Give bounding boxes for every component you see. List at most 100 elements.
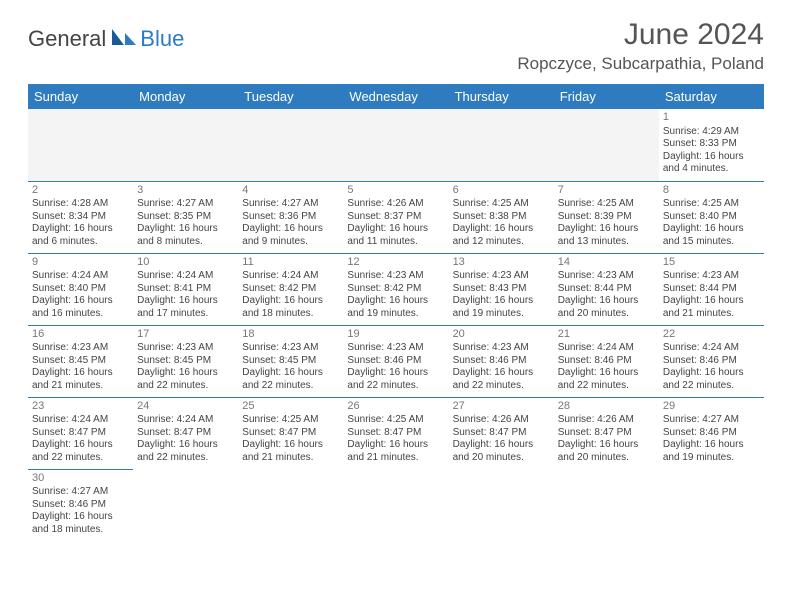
- daylight-text: and 20 minutes.: [558, 308, 655, 321]
- daylight-text: Daylight: 16 hours: [347, 295, 444, 308]
- sunrise-text: Sunrise: 4:28 AM: [32, 198, 129, 211]
- day-number: 27: [453, 400, 550, 414]
- sunrise-text: Sunrise: 4:24 AM: [663, 342, 760, 355]
- day-number: 17: [137, 328, 234, 342]
- calendar-day: 4Sunrise: 4:27 AMSunset: 8:36 PMDaylight…: [238, 181, 343, 253]
- daylight-text: Daylight: 16 hours: [242, 367, 339, 380]
- day-number: 13: [453, 256, 550, 270]
- calendar-week: 16Sunrise: 4:23 AMSunset: 8:45 PMDayligh…: [28, 325, 764, 397]
- daylight-text: and 21 minutes.: [663, 308, 760, 321]
- sunrise-text: Sunrise: 4:27 AM: [242, 198, 339, 211]
- daylight-text: and 6 minutes.: [32, 236, 129, 249]
- sunrise-text: Sunrise: 4:26 AM: [453, 414, 550, 427]
- daylight-text: and 18 minutes.: [242, 308, 339, 321]
- sunrise-text: Sunrise: 4:23 AM: [453, 270, 550, 283]
- calendar-week: 1Sunrise: 4:29 AMSunset: 8:33 PMDaylight…: [28, 109, 764, 181]
- sunrise-text: Sunrise: 4:25 AM: [663, 198, 760, 211]
- calendar-empty: [343, 109, 448, 181]
- calendar-day: 14Sunrise: 4:23 AMSunset: 8:44 PMDayligh…: [554, 253, 659, 325]
- calendar-week: 23Sunrise: 4:24 AMSunset: 8:47 PMDayligh…: [28, 397, 764, 469]
- calendar-empty: [28, 109, 133, 181]
- calendar-day: 13Sunrise: 4:23 AMSunset: 8:43 PMDayligh…: [449, 253, 554, 325]
- sunrise-text: Sunrise: 4:23 AM: [663, 270, 760, 283]
- day-number: 21: [558, 328, 655, 342]
- sunrise-text: Sunrise: 4:23 AM: [137, 342, 234, 355]
- daylight-text: Daylight: 16 hours: [453, 367, 550, 380]
- calendar-day: 15Sunrise: 4:23 AMSunset: 8:44 PMDayligh…: [659, 253, 764, 325]
- daylight-text: and 22 minutes.: [137, 452, 234, 465]
- sunset-text: Sunset: 8:39 PM: [558, 211, 655, 224]
- daylight-text: Daylight: 16 hours: [558, 367, 655, 380]
- sunset-text: Sunset: 8:33 PM: [663, 138, 760, 151]
- calendar-day: 23Sunrise: 4:24 AMSunset: 8:47 PMDayligh…: [28, 397, 133, 469]
- calendar-day: 7Sunrise: 4:25 AMSunset: 8:39 PMDaylight…: [554, 181, 659, 253]
- sunset-text: Sunset: 8:47 PM: [347, 427, 444, 440]
- daylight-text: and 22 minutes.: [663, 380, 760, 393]
- daylight-text: Daylight: 16 hours: [242, 439, 339, 452]
- daylight-text: Daylight: 16 hours: [558, 439, 655, 452]
- daylight-text: and 16 minutes.: [32, 308, 129, 321]
- daylight-text: Daylight: 16 hours: [137, 439, 234, 452]
- calendar-empty: [659, 469, 764, 541]
- daylight-text: Daylight: 16 hours: [242, 223, 339, 236]
- calendar-day: 12Sunrise: 4:23 AMSunset: 8:42 PMDayligh…: [343, 253, 448, 325]
- daylight-text: Daylight: 16 hours: [32, 223, 129, 236]
- daylight-text: Daylight: 16 hours: [137, 295, 234, 308]
- calendar-day: 21Sunrise: 4:24 AMSunset: 8:46 PMDayligh…: [554, 325, 659, 397]
- sunset-text: Sunset: 8:44 PM: [663, 283, 760, 296]
- sunrise-text: Sunrise: 4:24 AM: [137, 414, 234, 427]
- month-title: June 2024: [517, 18, 764, 52]
- calendar-day: 1Sunrise: 4:29 AMSunset: 8:33 PMDaylight…: [659, 109, 764, 181]
- sunset-text: Sunset: 8:47 PM: [453, 427, 550, 440]
- dayname-tuesday: Tuesday: [238, 84, 343, 109]
- calendar-day: 8Sunrise: 4:25 AMSunset: 8:40 PMDaylight…: [659, 181, 764, 253]
- day-number: 24: [137, 400, 234, 414]
- sunset-text: Sunset: 8:47 PM: [558, 427, 655, 440]
- daylight-text: and 4 minutes.: [663, 163, 760, 176]
- dayname-saturday: Saturday: [659, 84, 764, 109]
- daylight-text: and 22 minutes.: [453, 380, 550, 393]
- daylight-text: Daylight: 16 hours: [663, 367, 760, 380]
- dayname-friday: Friday: [554, 84, 659, 109]
- sunset-text: Sunset: 8:38 PM: [453, 211, 550, 224]
- daylight-text: and 8 minutes.: [137, 236, 234, 249]
- calendar-day: 20Sunrise: 4:23 AMSunset: 8:46 PMDayligh…: [449, 325, 554, 397]
- daylight-text: and 21 minutes.: [347, 452, 444, 465]
- sunrise-text: Sunrise: 4:25 AM: [453, 198, 550, 211]
- sunset-text: Sunset: 8:44 PM: [558, 283, 655, 296]
- sunset-text: Sunset: 8:42 PM: [242, 283, 339, 296]
- logo-text-1: General: [28, 26, 106, 52]
- daylight-text: and 12 minutes.: [453, 236, 550, 249]
- sail-icon: [110, 27, 138, 52]
- sunset-text: Sunset: 8:40 PM: [663, 211, 760, 224]
- daylight-text: Daylight: 16 hours: [32, 439, 129, 452]
- calendar-day: 3Sunrise: 4:27 AMSunset: 8:35 PMDaylight…: [133, 181, 238, 253]
- day-number: 29: [663, 400, 760, 414]
- sunrise-text: Sunrise: 4:25 AM: [347, 414, 444, 427]
- sunrise-text: Sunrise: 4:23 AM: [347, 270, 444, 283]
- sunrise-text: Sunrise: 4:27 AM: [32, 486, 129, 499]
- daylight-text: Daylight: 16 hours: [137, 367, 234, 380]
- sunset-text: Sunset: 8:41 PM: [137, 283, 234, 296]
- sunset-text: Sunset: 8:47 PM: [32, 427, 129, 440]
- calendar-empty: [449, 469, 554, 541]
- calendar-day: 24Sunrise: 4:24 AMSunset: 8:47 PMDayligh…: [133, 397, 238, 469]
- day-number: 1: [663, 111, 760, 125]
- sunset-text: Sunset: 8:46 PM: [453, 355, 550, 368]
- daylight-text: Daylight: 16 hours: [663, 439, 760, 452]
- daylight-text: Daylight: 16 hours: [347, 223, 444, 236]
- daylight-text: and 9 minutes.: [242, 236, 339, 249]
- daylight-text: Daylight: 16 hours: [453, 223, 550, 236]
- calendar-day: 10Sunrise: 4:24 AMSunset: 8:41 PMDayligh…: [133, 253, 238, 325]
- daylight-text: and 20 minutes.: [558, 452, 655, 465]
- day-number: 15: [663, 256, 760, 270]
- daylight-text: and 19 minutes.: [347, 308, 444, 321]
- sunrise-text: Sunrise: 4:26 AM: [558, 414, 655, 427]
- daylight-text: and 15 minutes.: [663, 236, 760, 249]
- day-number: 16: [32, 328, 129, 342]
- day-number: 11: [242, 256, 339, 270]
- calendar-day: 11Sunrise: 4:24 AMSunset: 8:42 PMDayligh…: [238, 253, 343, 325]
- calendar-empty: [554, 109, 659, 181]
- day-number: 14: [558, 256, 655, 270]
- daylight-text: Daylight: 16 hours: [32, 511, 129, 524]
